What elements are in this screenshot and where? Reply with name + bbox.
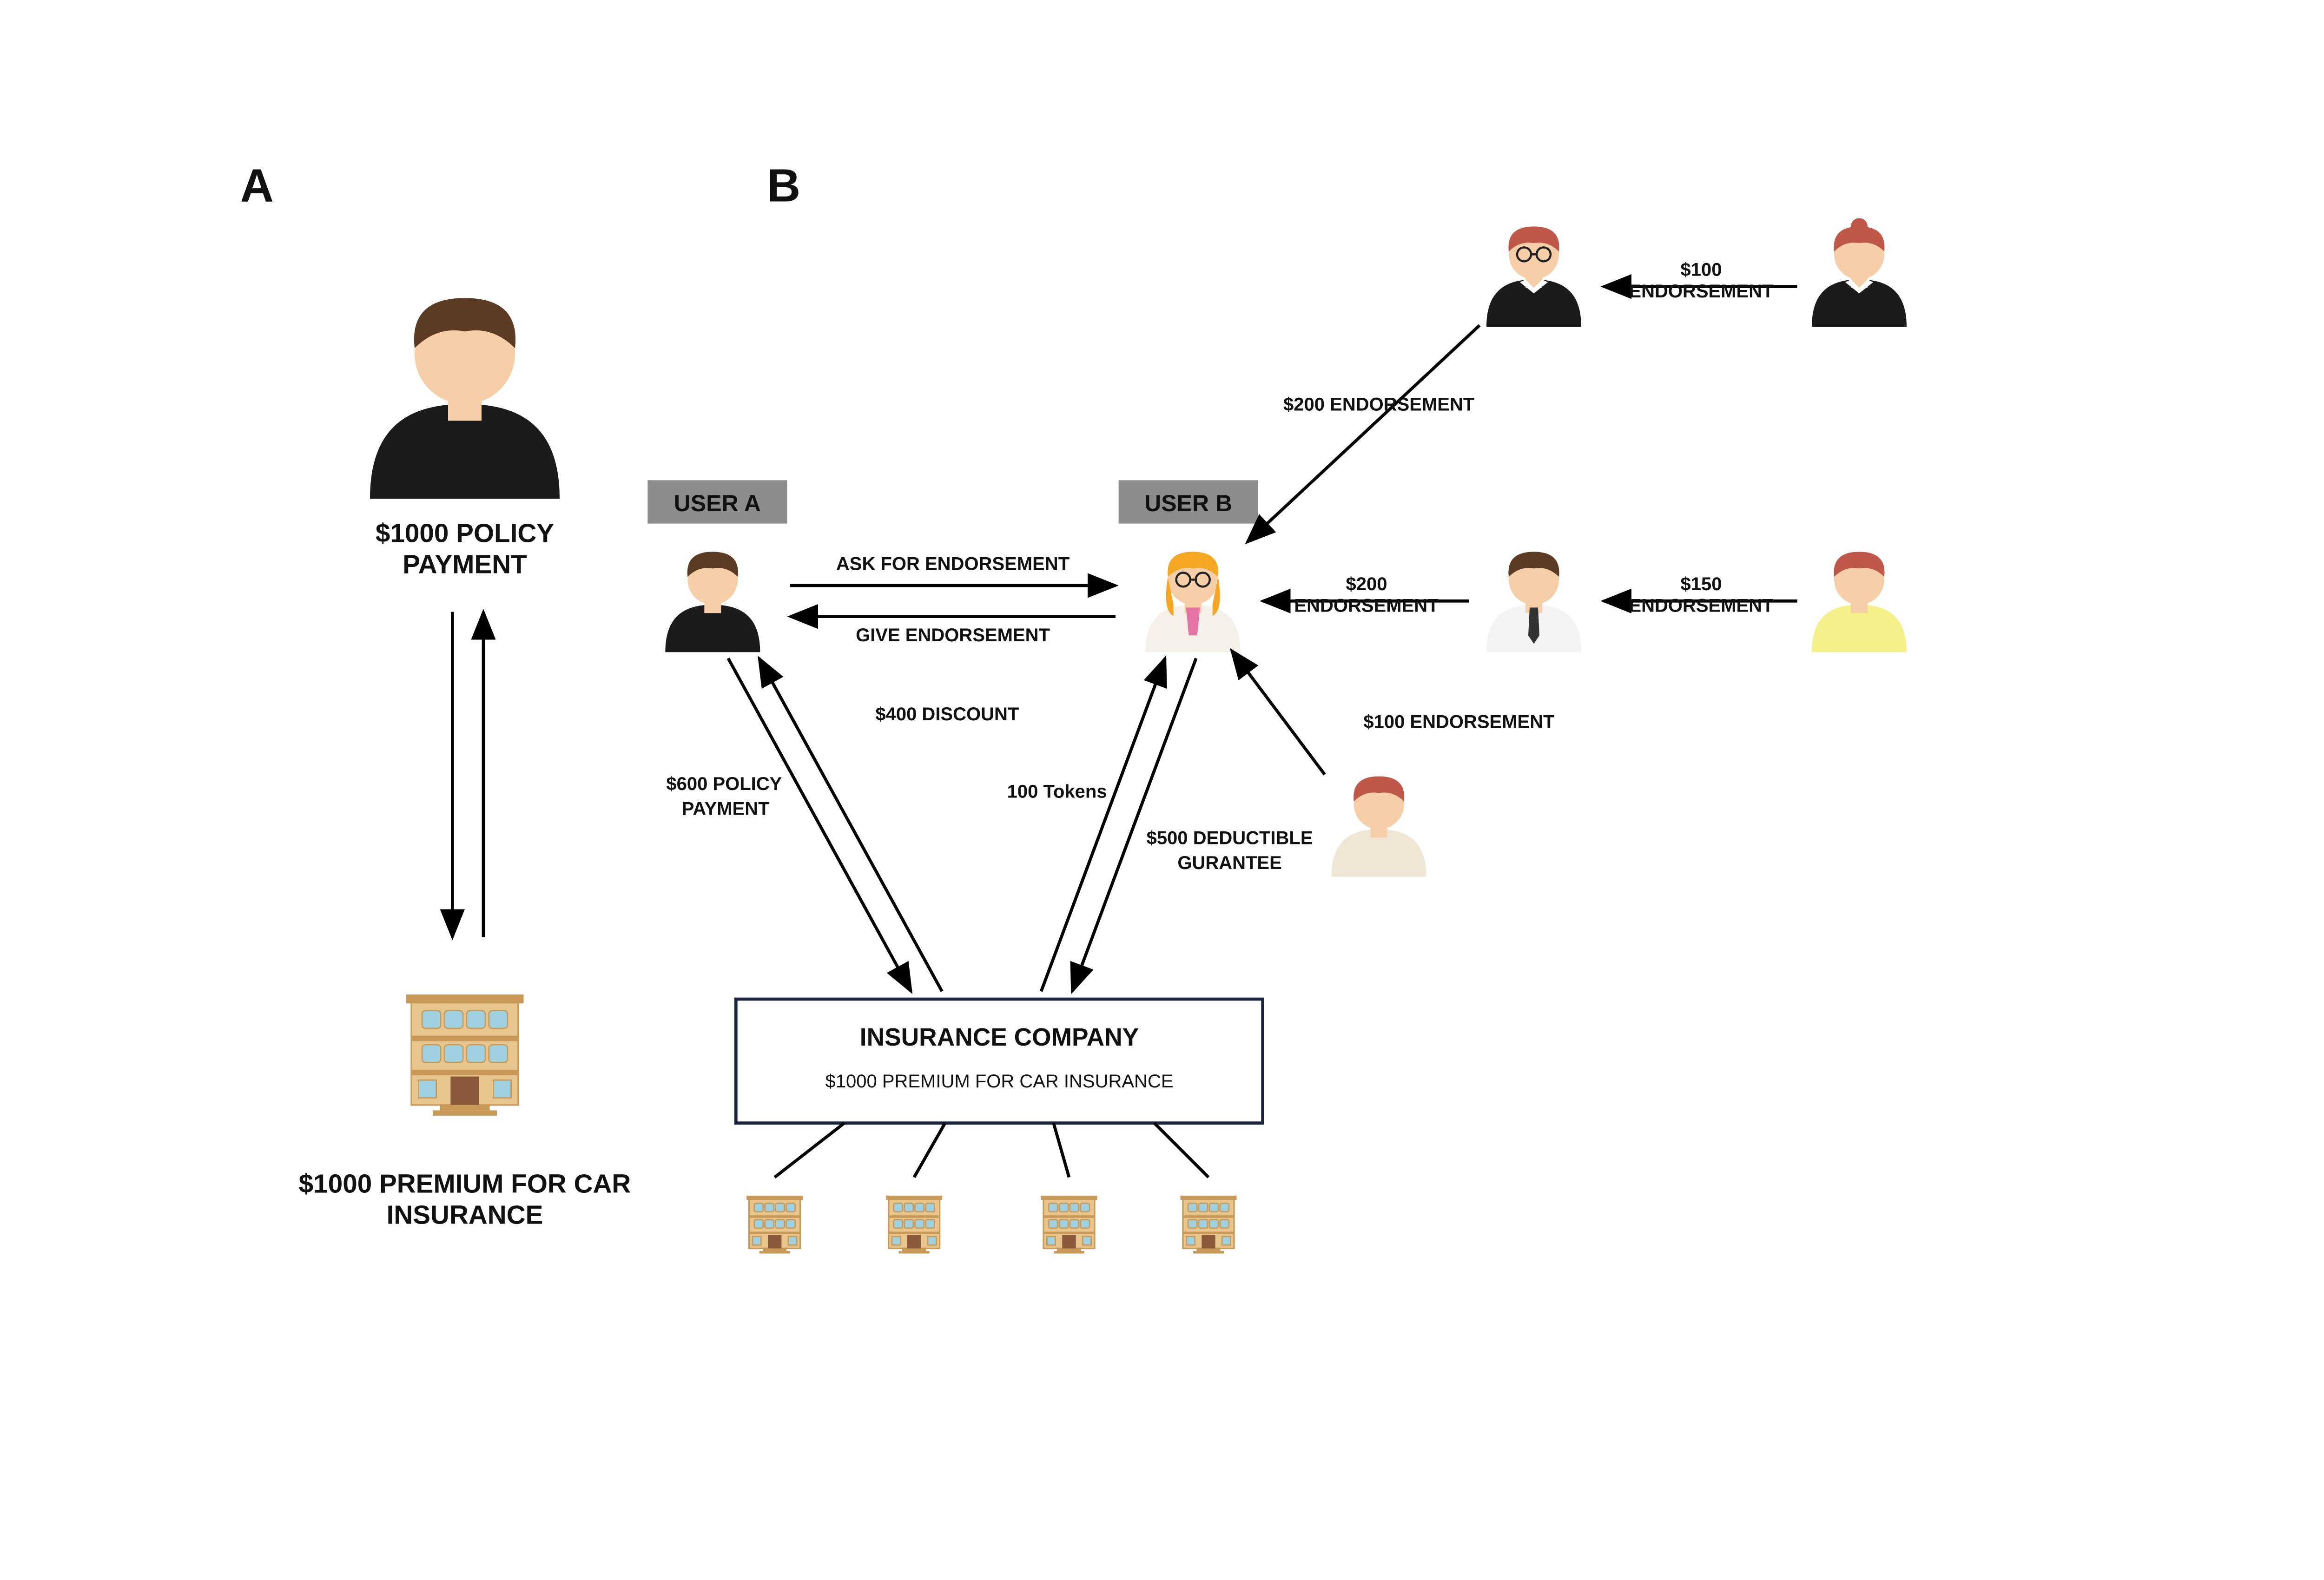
panel-a-policy-label-2: PAYMENT bbox=[403, 550, 527, 579]
panel-b-letter: B bbox=[767, 159, 800, 211]
user-a-tag: USER A bbox=[674, 490, 761, 516]
panel-a-premium-2: INSURANCE bbox=[387, 1200, 543, 1230]
label-endorse-150-b: ENDORSEMENT bbox=[1629, 596, 1773, 616]
small-building-2-icon bbox=[886, 1196, 942, 1254]
label-endorse-200-diag: $200 ENDORSEMENT bbox=[1283, 394, 1474, 415]
company-title: INSURANCE COMPANY bbox=[860, 1024, 1139, 1051]
label-endorse-200-mid-b: ENDORSEMENT bbox=[1294, 596, 1439, 616]
company-bld-line-4 bbox=[1154, 1123, 1208, 1178]
small-building-1-icon bbox=[746, 1196, 803, 1254]
insurance-company-box bbox=[736, 999, 1262, 1123]
endorser-top-right-icon bbox=[1812, 218, 1907, 327]
small-building-3-icon bbox=[1041, 1196, 1097, 1254]
endorser-bottom-icon bbox=[1332, 777, 1426, 877]
company-subtitle: $1000 PREMIUM FOR CAR INSURANCE bbox=[825, 1071, 1173, 1092]
company-bld-line-2 bbox=[914, 1123, 945, 1178]
user-b-tag: USER B bbox=[1144, 490, 1232, 516]
label-endorse-200-mid-a: $200 bbox=[1346, 574, 1387, 594]
company-bld-line-1 bbox=[775, 1123, 845, 1178]
label-ask-endorsement: ASK FOR ENDORSEMENT bbox=[836, 554, 1070, 574]
arrow-endorse-200-diag bbox=[1247, 325, 1479, 542]
label-endorse-100-top-a: $100 bbox=[1681, 259, 1722, 280]
user-a-icon bbox=[665, 552, 760, 652]
label-endorse-150-a: $150 bbox=[1681, 574, 1722, 594]
label-discount: $400 DISCOUNT bbox=[875, 704, 1019, 724]
arrow-endorse-100-bot bbox=[1232, 651, 1325, 775]
diagram-canvas: A B $1000 POLICY PAYMENT $1000 PREMIUM F… bbox=[0, 0, 2324, 1580]
endorser-mid-right-icon bbox=[1812, 552, 1907, 652]
label-endorse-100-bot: $100 ENDORSEMENT bbox=[1363, 712, 1554, 732]
arrow-company-to-userb bbox=[1041, 658, 1165, 992]
label-tokens: 100 Tokens bbox=[1007, 782, 1107, 802]
small-building-4-icon bbox=[1181, 1196, 1237, 1254]
panel-b: USER A USER B ASK FOR ENDORSEMENT GIVE E… bbox=[647, 218, 1907, 1253]
label-deductible-2: GURANTEE bbox=[1177, 853, 1281, 873]
panel-a-person-icon bbox=[370, 298, 560, 499]
label-endorse-100-top-b: ENDORSEMENT bbox=[1629, 281, 1773, 302]
label-deductible-1: $500 DEDUCTIBLE bbox=[1147, 828, 1313, 849]
panel-a: $1000 POLICY PAYMENT $1000 PREMIUM FOR C… bbox=[299, 298, 631, 1230]
panel-a-policy-label-1: $1000 POLICY bbox=[376, 519, 554, 548]
endorser-top-left-icon bbox=[1486, 226, 1581, 327]
label-policy-pay-2: PAYMENT bbox=[682, 798, 770, 819]
label-give-endorsement: GIVE ENDORSEMENT bbox=[856, 625, 1050, 645]
panel-a-premium-1: $1000 PREMIUM FOR CAR bbox=[299, 1170, 631, 1199]
company-bld-line-3 bbox=[1054, 1123, 1069, 1178]
endorser-mid-left-icon bbox=[1486, 552, 1581, 652]
panel-a-building-icon bbox=[406, 994, 523, 1116]
panel-a-letter: A bbox=[240, 159, 274, 211]
arrow-userb-to-company bbox=[1072, 658, 1196, 992]
label-policy-pay-1: $600 POLICY bbox=[666, 774, 782, 794]
user-b-icon bbox=[1146, 552, 1241, 652]
